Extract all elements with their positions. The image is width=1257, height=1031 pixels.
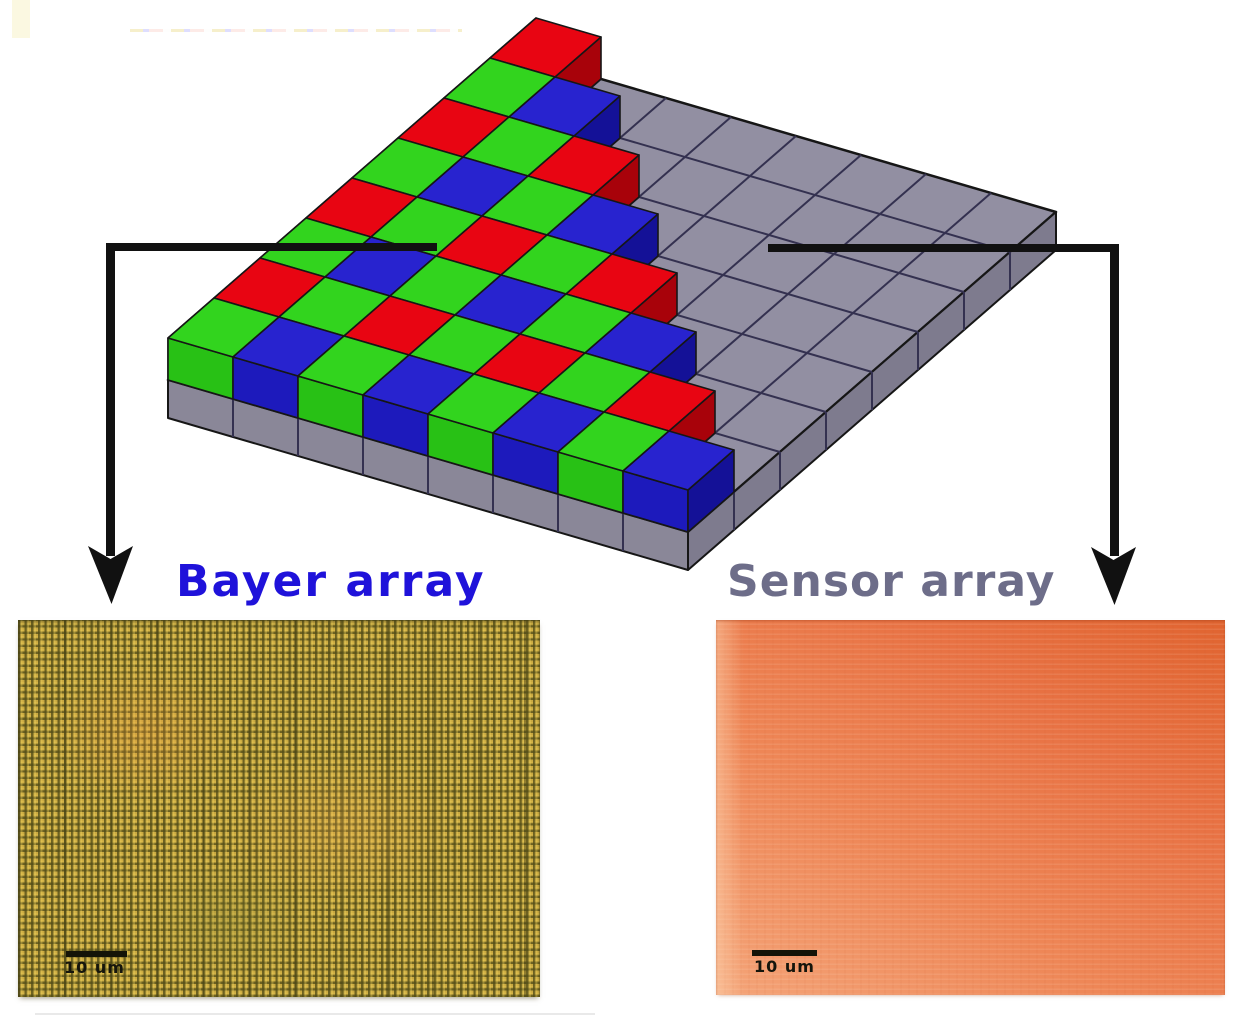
- bayer-cube-array: [166, 17, 1058, 571]
- bayer-array-micrograph: 10 um: [18, 620, 540, 997]
- scan-artifact-line: [130, 29, 462, 32]
- scan-artifact-smudge: [12, 0, 30, 38]
- scan-artifact-shadow: [35, 1013, 595, 1015]
- sensor-array-label: Sensor array: [727, 556, 1056, 607]
- scale-bar-label: 10 um: [64, 958, 125, 977]
- right-connector-arrow: [768, 244, 1136, 605]
- sensor-array-micrograph: 10 um: [716, 620, 1225, 995]
- scale-bar: [752, 950, 817, 956]
- bayer-array-label: Bayer array: [176, 556, 486, 607]
- left-connector-arrow: [88, 243, 437, 604]
- scale-bar: [66, 951, 127, 957]
- scale-bar-label: 10 um: [754, 957, 815, 976]
